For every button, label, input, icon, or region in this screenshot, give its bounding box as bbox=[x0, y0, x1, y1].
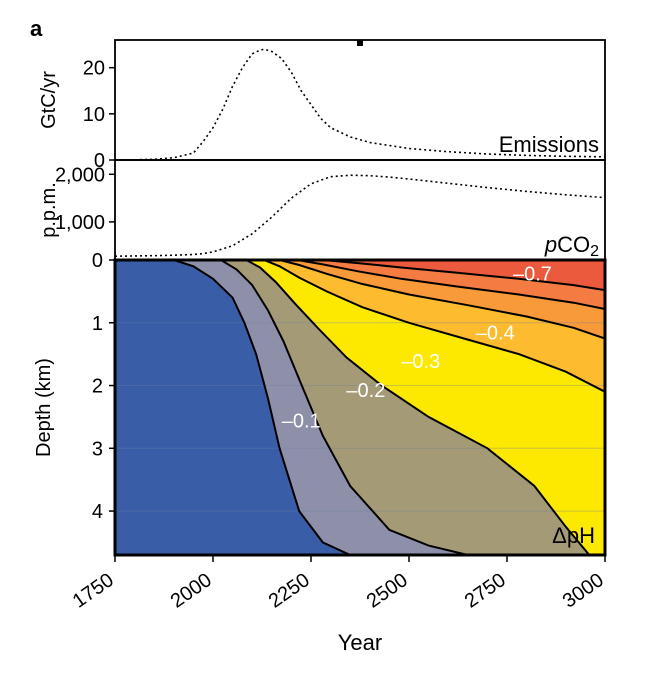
pco2-panel bbox=[115, 160, 605, 260]
emissions-ytick: 10 bbox=[83, 104, 105, 126]
depth-ytick: 1 bbox=[92, 313, 103, 335]
pco2-ytick: 1,000 bbox=[55, 212, 105, 234]
x-tick: 2500 bbox=[363, 569, 412, 613]
contour-label: –0.2 bbox=[346, 380, 385, 402]
pco2-label: pCO2 bbox=[544, 232, 599, 260]
depth-ytick: 2 bbox=[92, 376, 103, 398]
x-tick: 2750 bbox=[461, 569, 510, 613]
dph-panel: –0.1 –0.2 –0.3 –0.4 –0.7 bbox=[115, 260, 605, 555]
pco2-line bbox=[115, 175, 605, 256]
emissions-ytick: 20 bbox=[83, 58, 105, 80]
emissions-label: Emissions bbox=[499, 132, 599, 157]
figure-container: a 0 10 20 GtC/yr Emissions 1,000 2,000p.p.m. pCO… bbox=[0, 0, 648, 673]
depth-ytick: 0 bbox=[92, 250, 103, 272]
depth-ylabel: Depth (km) bbox=[33, 358, 55, 457]
emissions-ylabel: GtC/yr bbox=[38, 71, 60, 129]
depth-ytick: 3 bbox=[92, 438, 103, 460]
pco2-ylabel: p.p.m. bbox=[38, 182, 60, 238]
x-tick: 2000 bbox=[167, 569, 216, 613]
contour-label: –0.3 bbox=[401, 351, 440, 373]
x-tick: 2250 bbox=[265, 569, 314, 613]
x-tick: 3000 bbox=[559, 569, 608, 613]
multi-panel-chart: a 0 10 20 GtC/yr Emissions 1,000 2,000p.p.m. pCO… bbox=[0, 0, 648, 673]
contour-label: –0.7 bbox=[513, 264, 552, 286]
contour-label: –0.1 bbox=[282, 411, 321, 433]
x-tick: 1750 bbox=[69, 569, 118, 613]
contour-label: –0.4 bbox=[476, 323, 515, 345]
dph-label: ΔpH bbox=[552, 523, 595, 548]
panel-letter: a bbox=[30, 16, 43, 41]
pco2-ytick: 2,000 bbox=[55, 164, 105, 186]
depth-ytick: 4 bbox=[92, 501, 103, 523]
x-axis-label: Year bbox=[338, 630, 382, 655]
